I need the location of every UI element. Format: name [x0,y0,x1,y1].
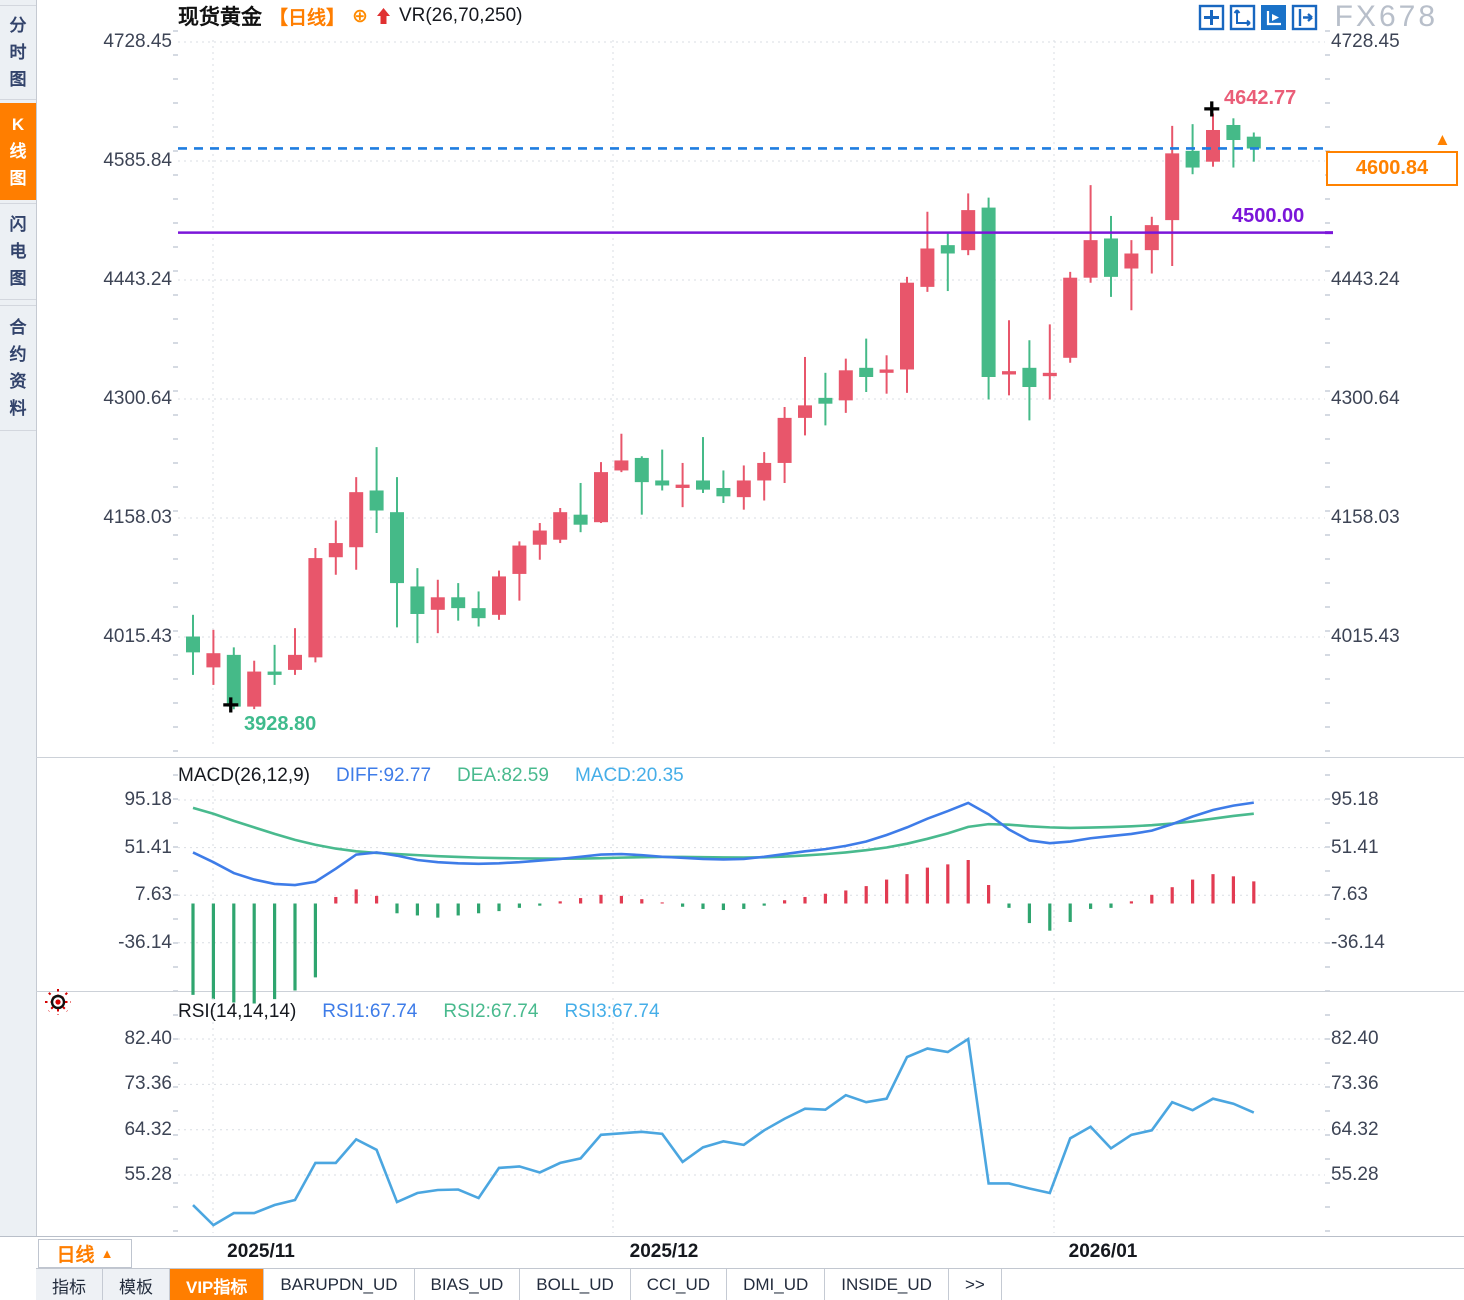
sidebar-item-contract-info[interactable]: 合约资料 [0,305,36,431]
y-axis-label: 4585.84 [103,150,172,171]
tab-vip-indicators[interactable]: VIP指标 [170,1269,265,1300]
low-price-label: 3928.80 [244,713,317,735]
y-axis-label: 4158.03 [103,506,172,528]
support-line-label: 4500.00 [1232,205,1305,227]
y-axis-label: 4728.45 [1331,31,1400,52]
add-indicator-icon[interactable]: ⊕ [352,5,368,27]
chart-header: 现货黄金 【日线】 ⊕ VR(26,70,250) [178,2,523,30]
y-axis-label: 82.40 [124,1028,172,1049]
minor-ticks-right [1325,30,1330,1236]
sidebar-item-label: 闪电图 [9,215,27,288]
y-axis-label: 4443.24 [1331,268,1400,290]
sidebar-bottom-corner [0,1236,37,1300]
tab-bias-ud[interactable]: BIAS_UD [414,1269,521,1300]
x-axis-date: 2025/12 [629,1241,699,1262]
y-axis-label: 64.32 [1331,1118,1379,1140]
y-axis-label: 73.36 [124,1073,172,1095]
y-axis-label: 7.63 [1331,884,1368,906]
y-axis-label: 4443.24 [103,268,172,290]
y-axis-label: 4728.45 [103,31,172,52]
panel-divider[interactable] [36,757,1464,758]
tab-indicators[interactable]: 指标 [36,1269,103,1300]
pan-right-tool-icon[interactable] [1291,4,1318,31]
tab-boll-ud[interactable]: BOLL_UD [520,1269,631,1300]
panel-divider[interactable] [36,991,1464,992]
x-axis-date: 2025/11 [227,1241,295,1262]
y-axis-label: 73.36 [1331,1073,1379,1095]
tab-dmi-ud[interactable]: DMI_UD [727,1269,826,1300]
minor-ticks-left [173,30,178,1236]
y-axis-label: 95.18 [124,789,172,810]
crosshair-tool-icon[interactable] [1198,4,1225,31]
tab-bar-filler [1001,1269,1464,1300]
macd-diff-value: DIFF:92.77 [336,765,432,786]
y-axis-label: 55.28 [1331,1164,1379,1186]
y-axis-label: 51.41 [1331,836,1379,858]
vr-indicator-label: VR(26,70,250) [398,5,523,26]
y-axis-label: 4015.43 [103,625,172,647]
period-label: 日线 [56,1245,95,1266]
y-axis-label: 4300.64 [1331,387,1400,409]
rsi-chart[interactable] [36,990,1464,1236]
x-axis-row: 日线 ▲ 2025/11 2025/12 2026/01 [36,1236,1464,1269]
chart-toolbar [1198,4,1318,31]
up-arrow-icon [376,8,390,24]
y-axis-label: -36.14 [1331,931,1385,953]
auto-fit-tool-icon-active[interactable] [1260,4,1287,31]
high-price-label: 4642.77 [1224,87,1297,109]
y-axis-label: 7.63 [135,884,172,906]
macd-title[interactable]: MACD(26,12,9) [178,765,310,786]
macd-value: MACD:20.35 [574,765,684,786]
y-axis-label: 64.32 [124,1118,172,1140]
macd-dea-value: DEA:82.59 [457,765,549,786]
rsi-title[interactable]: RSI(14,14,14) [178,1001,297,1022]
sidebar-item-label: K线图 [9,115,27,188]
rsi-header: RSI(14,14,14) RSI1:67.74 RSI2:67.74 RSI3… [178,1001,660,1023]
axis-scale-tool-icon[interactable] [1229,4,1256,31]
tab-cci-ud[interactable]: CCI_UD [630,1269,728,1300]
rsi1-value: RSI1:67.74 [322,1001,418,1022]
period-tag: 【日线】 [269,7,346,29]
rsi3-value: RSI3:67.74 [564,1001,660,1022]
price-up-arrow-icon: ▲ [1434,130,1451,149]
tab-templates[interactable]: 模板 [103,1269,170,1300]
indicator-tab-bar: 指标 模板 VIP指标 BARUPDN_UD BIAS_UD BOLL_UD C… [36,1268,1464,1300]
y-axis-label: -36.14 [118,931,172,953]
macd-header: MACD(26,12,9) DIFF:92.77 DEA:82.59 MACD:… [178,765,684,787]
rsi2-value: RSI2:67.74 [443,1001,539,1022]
indicator-settings-sun-icon[interactable] [44,988,72,1016]
period-selector-button[interactable]: 日线 ▲ [38,1239,132,1268]
low-crosshair-marker: + [222,689,240,722]
sidebar-item-label: 合约资料 [9,318,27,418]
y-axis-label: 4300.64 [103,387,172,409]
sidebar-item-candlestick[interactable]: K线图 [0,103,36,200]
y-axis-label: 95.18 [1331,789,1379,810]
y-axis-label: 82.40 [1331,1028,1379,1049]
sidebar-item-label: 分时图 [9,16,27,89]
watermark-logo: FX678 [1334,0,1438,33]
y-axis-label: 55.28 [124,1164,172,1186]
tab-more[interactable]: >> [948,1269,1002,1300]
symbol-title: 现货黄金 [178,6,262,29]
macd-chart[interactable] [36,758,1464,1010]
current-price-badge: 4600.84 [1326,151,1458,186]
y-axis-label: 51.41 [124,836,172,858]
high-crosshair-marker: + [1203,93,1221,126]
y-axis-label: 4015.43 [1331,625,1400,647]
dropdown-arrow-icon: ▲ [100,1246,114,1261]
y-axis-label: 4158.03 [1331,506,1400,528]
price-chart[interactable] [36,30,1464,758]
sidebar-item-timeshare[interactable]: 分时图 [0,5,36,100]
x-axis-date: 2026/01 [1068,1241,1138,1262]
tab-inside-ud[interactable]: INSIDE_UD [825,1269,949,1300]
sidebar-item-lightning[interactable]: 闪电图 [0,203,36,300]
tab-barupdn-ud[interactable]: BARUPDN_UD [264,1269,415,1300]
sidebar: 分时图 K线图 闪电图 合约资料 [0,0,37,1236]
